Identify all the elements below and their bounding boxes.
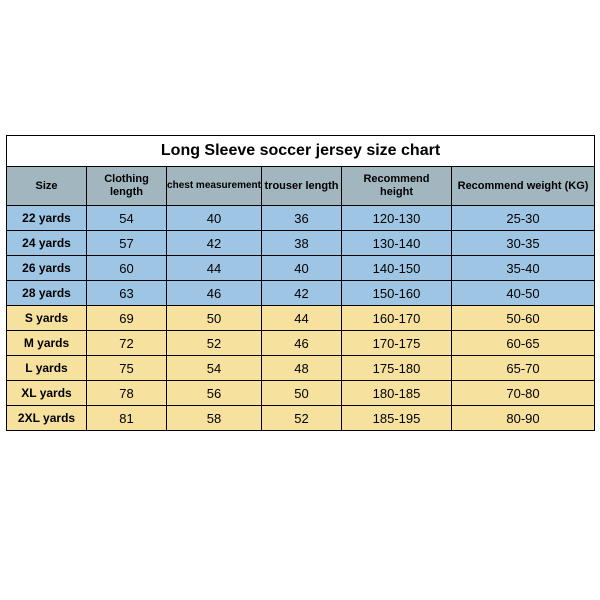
cell-cloth: 81 xyxy=(87,406,167,431)
table-row: 24 yards 57 42 38 130-140 30-35 xyxy=(7,231,595,256)
cell-chest: 56 xyxy=(167,381,262,406)
cell-high: 160-170 xyxy=(342,306,452,331)
col-header-chest: chest measurement xyxy=(167,167,262,206)
cell-cloth: 60 xyxy=(87,256,167,281)
cell-size: 2XL yards xyxy=(7,406,87,431)
cell-chest: 40 xyxy=(167,206,262,231)
cell-weight: 25-30 xyxy=(452,206,595,231)
cell-weight: 30-35 xyxy=(452,231,595,256)
cell-chest: 42 xyxy=(167,231,262,256)
table-row: XL yards 78 56 50 180-185 70-80 xyxy=(7,381,595,406)
title-row: Long Sleeve soccer jersey size chart xyxy=(7,136,595,167)
col-header-weight: Recommend weight (KG) xyxy=(452,167,595,206)
cell-size: L yards xyxy=(7,356,87,381)
table-row: 2XL yards 81 58 52 185-195 80-90 xyxy=(7,406,595,431)
cell-cloth: 57 xyxy=(87,231,167,256)
col-header-high: Recommendheight xyxy=(342,167,452,206)
cell-high: 170-175 xyxy=(342,331,452,356)
cell-weight: 65-70 xyxy=(452,356,595,381)
cell-weight: 40-50 xyxy=(452,281,595,306)
cell-chest: 44 xyxy=(167,256,262,281)
canvas: Long Sleeve soccer jersey size chart Siz… xyxy=(0,0,600,600)
cell-cloth: 54 xyxy=(87,206,167,231)
cell-chest: 54 xyxy=(167,356,262,381)
table-row: 22 yards 54 40 36 120-130 25-30 xyxy=(7,206,595,231)
cell-trou: 52 xyxy=(262,406,342,431)
table-row: M yards 72 52 46 170-175 60-65 xyxy=(7,331,595,356)
cell-size: S yards xyxy=(7,306,87,331)
cell-cloth: 72 xyxy=(87,331,167,356)
size-chart-table: Long Sleeve soccer jersey size chart Siz… xyxy=(6,135,595,431)
cell-size: 24 yards xyxy=(7,231,87,256)
cell-size: XL yards xyxy=(7,381,87,406)
cell-trou: 44 xyxy=(262,306,342,331)
col-header-size: Size xyxy=(7,167,87,206)
cell-trou: 48 xyxy=(262,356,342,381)
table-row: S yards 69 50 44 160-170 50-60 xyxy=(7,306,595,331)
table-body: Long Sleeve soccer jersey size chart Siz… xyxy=(7,136,595,431)
table-row: 28 yards 63 46 42 150-160 40-50 xyxy=(7,281,595,306)
cell-high: 120-130 xyxy=(342,206,452,231)
cell-weight: 50-60 xyxy=(452,306,595,331)
cell-size: 22 yards xyxy=(7,206,87,231)
cell-weight: 80-90 xyxy=(452,406,595,431)
cell-high: 175-180 xyxy=(342,356,452,381)
cell-high: 140-150 xyxy=(342,256,452,281)
col-header-cloth: Clothinglength xyxy=(87,167,167,206)
cell-cloth: 75 xyxy=(87,356,167,381)
cell-weight: 70-80 xyxy=(452,381,595,406)
header-row: Size Clothinglength chest measurement tr… xyxy=(7,167,595,206)
cell-trou: 38 xyxy=(262,231,342,256)
cell-high: 180-185 xyxy=(342,381,452,406)
cell-size: 28 yards xyxy=(7,281,87,306)
cell-trou: 50 xyxy=(262,381,342,406)
cell-high: 150-160 xyxy=(342,281,452,306)
cell-cloth: 69 xyxy=(87,306,167,331)
table-title: Long Sleeve soccer jersey size chart xyxy=(7,136,595,167)
cell-chest: 46 xyxy=(167,281,262,306)
cell-weight: 35-40 xyxy=(452,256,595,281)
table-row: L yards 75 54 48 175-180 65-70 xyxy=(7,356,595,381)
cell-size: 26 yards xyxy=(7,256,87,281)
cell-weight: 60-65 xyxy=(452,331,595,356)
cell-high: 185-195 xyxy=(342,406,452,431)
cell-trou: 42 xyxy=(262,281,342,306)
cell-trou: 36 xyxy=(262,206,342,231)
table-row: 26 yards 60 44 40 140-150 35-40 xyxy=(7,256,595,281)
cell-size: M yards xyxy=(7,331,87,356)
cell-high: 130-140 xyxy=(342,231,452,256)
cell-trou: 40 xyxy=(262,256,342,281)
cell-chest: 52 xyxy=(167,331,262,356)
col-header-trou: trouser length xyxy=(262,167,342,206)
cell-cloth: 63 xyxy=(87,281,167,306)
cell-trou: 46 xyxy=(262,331,342,356)
cell-chest: 50 xyxy=(167,306,262,331)
cell-chest: 58 xyxy=(167,406,262,431)
cell-cloth: 78 xyxy=(87,381,167,406)
